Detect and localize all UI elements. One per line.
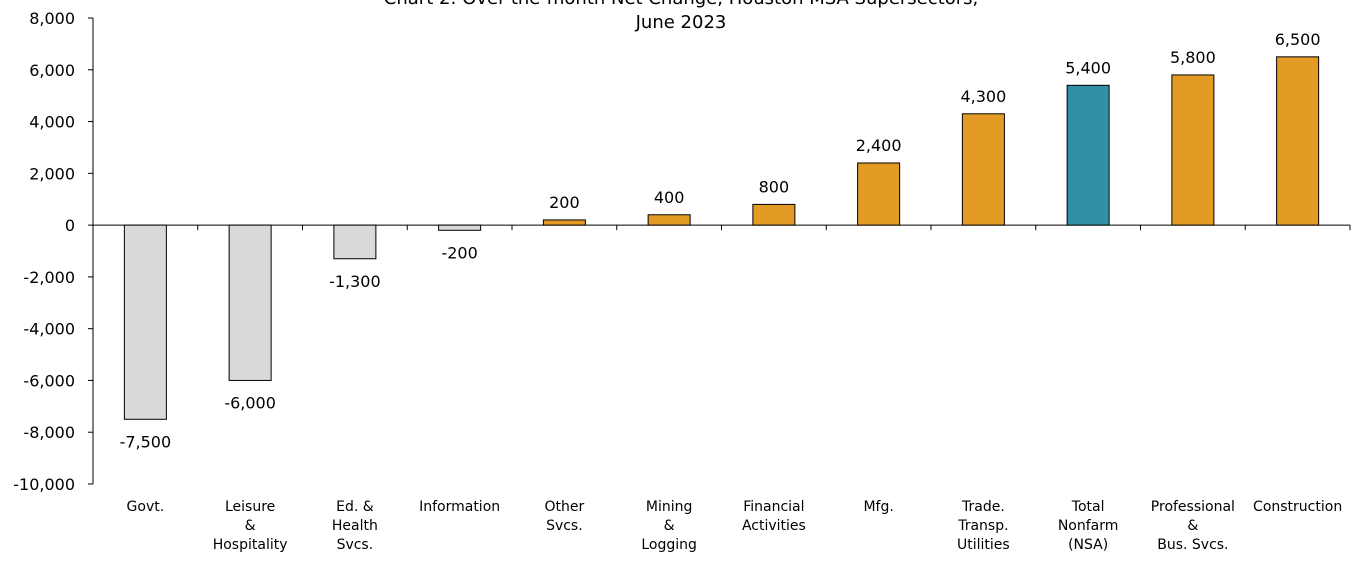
x-category-label: Govt. [127, 499, 165, 515]
bar [752, 203, 796, 226]
x-category-label: & [664, 518, 675, 534]
x-category-label: & [1187, 518, 1198, 534]
x-category-label: Activities [742, 518, 806, 534]
x-category-label: Svcs. [337, 537, 374, 553]
data-labels: -7,500 -6,000 -1,300 -200 200 400 800 2,400 4,30… [120, 30, 1321, 451]
y-tick-label: 4,000 [29, 113, 75, 132]
data-label: -1,300 [329, 272, 381, 291]
bar [438, 224, 482, 231]
y-tick-label: -2,000 [23, 268, 75, 287]
y-tick-label: -4,000 [23, 320, 75, 339]
chart-title-line: Chart 2: Over-the-month Net Change, Hous… [384, 0, 978, 9]
y-tick-label: 6,000 [29, 61, 75, 80]
y-tick-label: -6,000 [23, 371, 75, 390]
x-category-label: Ed. & [336, 499, 374, 515]
data-label: 200 [549, 193, 580, 212]
x-category-label: Transp. [957, 518, 1008, 534]
data-label: 400 [654, 188, 685, 207]
x-category-label: Svcs. [546, 518, 583, 534]
x-category-label: Logging [641, 537, 697, 553]
bar-series [123, 56, 1320, 420]
category-labels: Govt. Leisure & Hospitality Ed. & Health Svcs.… [127, 499, 1343, 553]
bar [647, 214, 691, 226]
x-category-label: & [245, 518, 256, 534]
data-label: 800 [759, 177, 790, 196]
bar [1171, 74, 1215, 226]
data-label: -6,000 [224, 393, 276, 412]
bar [228, 224, 272, 381]
x-category-label: (NSA) [1068, 537, 1108, 553]
x-category-label: Trade. [961, 499, 1005, 515]
bar [1066, 84, 1110, 226]
x-category-label: Leisure [225, 499, 275, 515]
y-tick-label: -10,000 [13, 475, 75, 494]
x-category-label: Professional [1151, 499, 1235, 515]
x-category-label: Financial [743, 499, 804, 515]
y-tick-label: 0 [65, 216, 75, 235]
x-category-label: Mining [646, 499, 693, 515]
bar [333, 224, 377, 260]
data-label: 5,400 [1065, 58, 1111, 77]
x-category-label: Bus. Svcs. [1157, 537, 1228, 553]
y-tick-label: 2,000 [29, 164, 75, 183]
bar [961, 113, 1005, 226]
x-category-label: Construction [1253, 499, 1342, 515]
data-label: 2,400 [856, 136, 902, 155]
x-category-label: Other [544, 499, 584, 515]
data-label: -7,500 [120, 432, 172, 451]
x-category-label: Nonfarm [1058, 518, 1119, 534]
bar [123, 224, 167, 420]
x-category-label: Utilities [957, 537, 1010, 553]
data-label: 5,800 [1170, 48, 1216, 67]
data-label: 6,500 [1275, 30, 1321, 49]
x-category-label: Health [332, 518, 378, 534]
chart-title: Chart 2: Over-the-month Net Change, Hous… [384, 0, 978, 33]
chart-title-line: June 2023 [635, 12, 727, 33]
data-label: 4,300 [960, 87, 1006, 106]
y-tick-label: 8,000 [29, 9, 75, 28]
x-category-label: Total [1071, 499, 1105, 515]
bar [857, 162, 901, 226]
chart-axes: 8,0006,0004,0002,0000-2,000-4,000-6,000-… [13, 9, 1351, 494]
x-category-label: Hospitality [213, 537, 288, 553]
y-tick-label: -8,000 [23, 423, 75, 442]
bar [542, 219, 586, 226]
bar [1276, 56, 1320, 226]
data-label: -200 [441, 243, 477, 262]
x-category-label: Mfg. [863, 499, 893, 515]
x-category-label: Information [419, 499, 500, 515]
